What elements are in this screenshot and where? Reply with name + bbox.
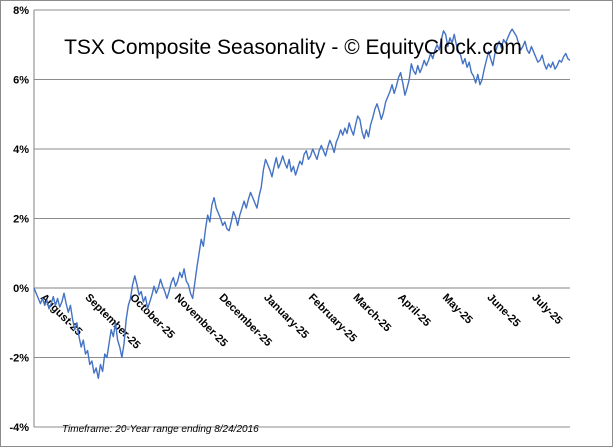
y-tick-label: 0% xyxy=(13,283,29,295)
y-tick-label: -2% xyxy=(9,353,29,365)
x-tick-label: August-25 xyxy=(38,292,85,339)
x-tick-label: October-25 xyxy=(127,292,177,342)
y-tick-label: 4% xyxy=(13,144,29,156)
x-tick-label: April-25 xyxy=(395,292,432,329)
y-tick-label: -4% xyxy=(9,422,29,434)
y-tick-labels: -4% -2% 0% 2% 4% 6% 8% xyxy=(9,5,29,434)
x-tick-labels: August-25September-25October-25November-… xyxy=(38,292,565,352)
x-tick-label: June-25 xyxy=(485,292,523,330)
y-tick-label: 2% xyxy=(13,214,29,226)
x-tick-label: January-25 xyxy=(261,292,311,342)
y-tick-label: 6% xyxy=(13,75,29,87)
y-tick-label: 8% xyxy=(13,5,29,17)
x-tick-label: July-25 xyxy=(529,292,564,327)
series-line-tsx-seasonality xyxy=(33,28,571,380)
x-tick-label: May-25 xyxy=(440,292,475,327)
chart-title: TSX Composite Seasonality - © EquityCloc… xyxy=(64,36,522,59)
x-tick-label: March-25 xyxy=(351,292,394,335)
timeframe-footnote: Timeframe: 20-Year range ending 8/24/201… xyxy=(62,424,259,435)
gridlines xyxy=(34,9,570,428)
